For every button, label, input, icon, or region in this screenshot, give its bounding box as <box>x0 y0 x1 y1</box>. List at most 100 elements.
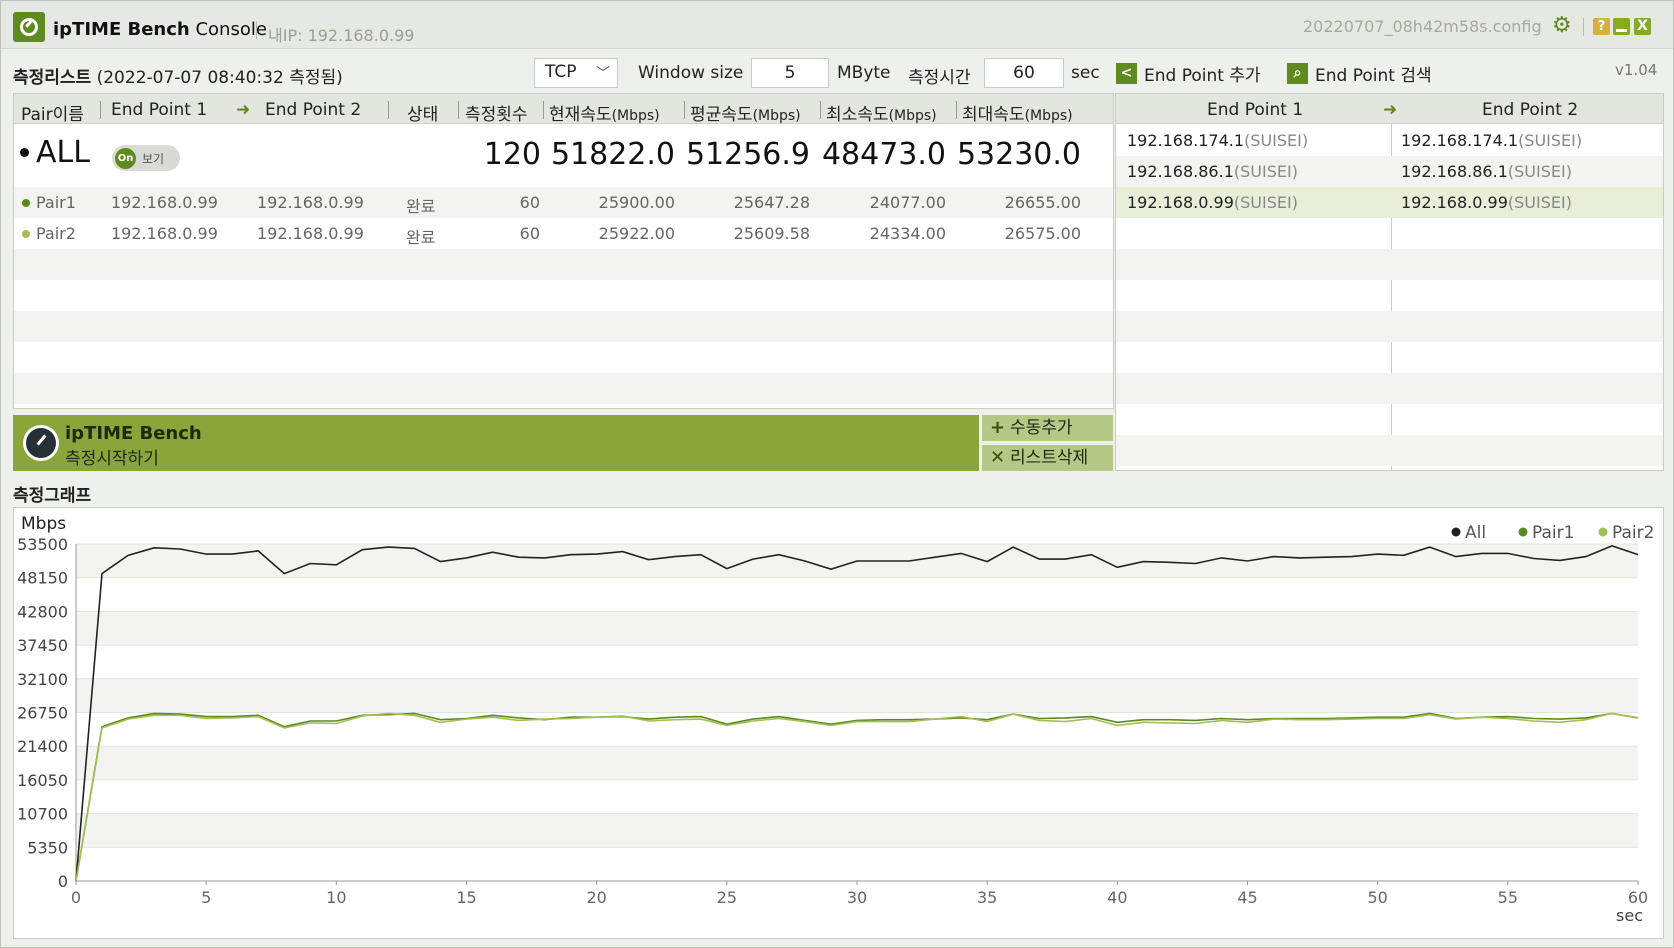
search-endpoint-button[interactable]: ⌕ End Point 검색 <box>1287 61 1432 86</box>
y-tick-label: 5350 <box>27 838 68 857</box>
pair-count: 60 <box>519 193 540 212</box>
endpoint1-cell: 192.168.0.99(SUISEI) <box>1127 193 1298 212</box>
y-tick-label: 48150 <box>17 569 68 588</box>
col-min[interactable]: 최소속도(Mbps) <box>826 105 937 125</box>
endpoint2-cell: 192.168.86.1(SUISEI) <box>1401 162 1572 181</box>
start-measurement-button[interactable]: ipTIME Bench 측정시작하기 <box>13 415 979 471</box>
x-tick-label: 35 <box>977 888 997 907</box>
pair-current: 25922.00 <box>598 224 675 243</box>
gear-icon[interactable]: ⚙ <box>1552 13 1572 38</box>
col-count[interactable]: 측정횟수 <box>465 105 528 125</box>
series-line-all <box>75 545 1639 882</box>
pair-max: 26575.00 <box>1004 224 1081 243</box>
x-tick-label: 25 <box>717 888 737 907</box>
window-size-unit: MByte <box>837 63 891 83</box>
show-all-toggle[interactable]: On 보기 <box>112 145 180 171</box>
y-tick-label: 10700 <box>17 805 68 824</box>
all-min: 48473.0 <box>821 137 946 172</box>
legend-marker-pair1 <box>1518 527 1528 537</box>
series-line-pair1 <box>75 712 1639 882</box>
col-current[interactable]: 현재속도(Mbps) <box>549 105 660 125</box>
x-tick-label: 30 <box>847 888 867 907</box>
duration-unit: sec <box>1071 63 1100 83</box>
table-row-all[interactable]: ALL On 보기 120 51822.0 51256.9 48473.0 53… <box>14 125 1113 187</box>
chevron-down-icon: ﹀ <box>596 66 610 82</box>
help-button[interactable]: ? <box>1593 18 1610 35</box>
endpoint1-cell: 192.168.174.1(SUISEI) <box>1127 131 1309 150</box>
pair-name: Pair2 <box>36 224 76 243</box>
grid-band <box>76 813 1638 848</box>
app-title: ipTIME Bench Console <box>53 19 267 40</box>
graph-title: 측정그래프 <box>13 486 92 506</box>
grid-band <box>76 611 1638 646</box>
pair-status: 완료 <box>406 228 436 247</box>
column-divider <box>1391 124 1392 471</box>
y-tick-label: 53500 <box>17 535 68 554</box>
arrow-right-icon: ➜ <box>236 100 251 120</box>
empty-row <box>1116 373 1663 404</box>
legend-marker-all <box>1451 527 1461 537</box>
delete-list-button[interactable]: ✕ 리스트삭제 <box>982 445 1113 471</box>
list-title: 측정리스트 (2022-07-07 08:40:32 측정됨) <box>13 68 343 88</box>
endpoint1-cell: 192.168.86.1(SUISEI) <box>1127 162 1298 181</box>
empty-row <box>14 373 1113 404</box>
table-row-pair2[interactable]: Pair2 192.168.0.99 192.168.0.99 완료 60 25… <box>14 218 1113 249</box>
all-current: 51822.0 <box>550 137 675 172</box>
pair-min: 24334.00 <box>869 224 946 243</box>
table-row-pair1[interactable]: Pair1 192.168.0.99 192.168.0.99 완료 60 25… <box>14 187 1113 218</box>
legend-marker-pair2 <box>1598 527 1608 537</box>
chevron-left-icon: < <box>1116 63 1137 84</box>
duration-input[interactable]: 60 <box>984 58 1064 88</box>
window-size-input[interactable]: 5 <box>751 58 829 88</box>
endpoint2-cell: 192.168.174.1(SUISEI) <box>1401 131 1583 150</box>
col-endpoint2[interactable]: End Point 2 <box>265 100 362 120</box>
all-max: 53230.0 <box>956 137 1081 172</box>
arrow-right-icon: ➜ <box>1383 100 1398 120</box>
grid-band <box>76 746 1638 780</box>
close-button[interactable]: X <box>1634 18 1651 35</box>
version-label: v1.04 <box>1615 61 1658 79</box>
title-divider <box>1583 18 1584 36</box>
pair1-dot <box>22 199 30 207</box>
endpoint-table: End Point 1 ➜ End Point 2 192.168.174.1(… <box>1115 93 1664 471</box>
col-max[interactable]: 최대속도(Mbps) <box>962 105 1073 125</box>
x-axis-label: sec <box>1616 906 1643 925</box>
endpoint-row-selected[interactable]: 192.168.0.99(SUISEI) 192.168.0.99(SUISEI… <box>1116 187 1663 218</box>
pair-avg: 25609.58 <box>733 224 810 243</box>
empty-row <box>14 311 1113 342</box>
line-chart: 0535010700160502140026750321003745042800… <box>17 514 1654 925</box>
legend-label-pair2: Pair2 <box>1612 523 1654 543</box>
col-pair-name[interactable]: Pair이름 <box>21 105 84 125</box>
x-tick-label: 5 <box>201 888 211 907</box>
pair-ep2: 192.168.0.99 <box>257 193 364 212</box>
pair-ep1: 192.168.0.99 <box>111 193 218 212</box>
x-tick-label: 50 <box>1367 888 1387 907</box>
start-title: ipTIME Bench <box>65 423 202 444</box>
protocol-select[interactable]: TCP ﹀ <box>534 58 618 88</box>
plus-icon: + <box>990 417 1006 438</box>
endpoint-row[interactable]: 192.168.86.1(SUISEI) 192.168.86.1(SUISEI… <box>1116 156 1663 187</box>
col-ep-endpoint2[interactable]: End Point 2 <box>1482 100 1579 120</box>
col-endpoint1[interactable]: End Point 1 <box>111 100 208 120</box>
measured-at: (2022-07-07 08:40:32 측정됨) <box>96 68 343 88</box>
col-avg[interactable]: 평균속도(Mbps) <box>690 105 801 125</box>
local-ip-label: 내IP: 192.168.0.99 <box>268 26 415 45</box>
manual-add-button[interactable]: + 수동추가 <box>982 415 1113 441</box>
empty-row <box>14 249 1113 280</box>
all-avg: 51256.9 <box>685 137 810 172</box>
minimize-button[interactable] <box>1613 18 1630 35</box>
pair2-dot <box>22 230 30 238</box>
col-status[interactable]: 상태 <box>407 105 439 125</box>
pair-status: 완료 <box>406 197 436 216</box>
endpoint-row[interactable]: 192.168.174.1(SUISEI) 192.168.174.1(SUIS… <box>1116 125 1663 156</box>
col-ep-endpoint1[interactable]: End Point 1 <box>1207 100 1304 120</box>
y-tick-label: 42800 <box>17 602 68 621</box>
start-subtitle: 측정시작하기 <box>65 449 159 469</box>
add-endpoint-button[interactable]: < End Point 추가 <box>1116 61 1261 86</box>
endpoint2-cell: 192.168.0.99(SUISEI) <box>1401 193 1572 212</box>
config-filename[interactable]: 20220707_08h42m58s.config <box>1303 17 1542 36</box>
bench-logo-icon <box>23 425 59 461</box>
empty-row <box>1116 435 1663 466</box>
y-axis-label: Mbps <box>21 514 66 534</box>
